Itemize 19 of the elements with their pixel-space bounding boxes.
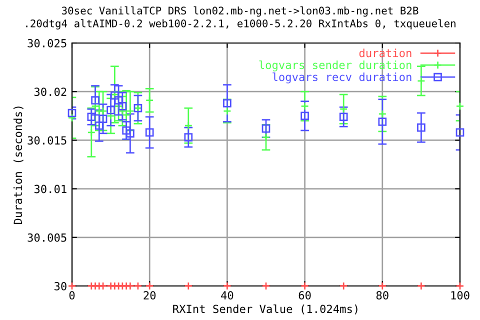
y-tick-label: 30.01 xyxy=(34,184,66,194)
legend-label: logvars sender duration xyxy=(259,60,412,72)
x-tick-label: 20 xyxy=(144,291,156,300)
legend-label: logvars recv duration xyxy=(272,72,412,84)
y-axis-title: Duration (seconds) xyxy=(13,106,24,224)
chart-subtitle: .20dtg4 altAIMD-0.2 web100-2.2.1, e1000-5.2.20 RxIntAbs 0, txqueuelen xyxy=(26,19,456,30)
x-tick-label: 0 xyxy=(69,291,75,300)
y-tick-label: 30.015 xyxy=(28,136,66,145)
y-tick-label: 30.02 xyxy=(34,88,66,96)
y-tick-label: 30.005 xyxy=(28,233,66,242)
y-tick-label: 30 xyxy=(54,282,66,290)
y-tick-label: 30.025 xyxy=(28,39,66,48)
x-tick-label: 100 xyxy=(451,291,470,300)
chart-title: 30sec VanillaTCP DRS lon02.mb-ng.net->lon03.mb-ng.net B2B xyxy=(62,6,418,17)
x-tick-label: 80 xyxy=(376,291,388,300)
x-axis-title: RXInt Sender Value (1.024ms) xyxy=(173,304,358,314)
legend-label: duration xyxy=(359,48,412,58)
x-tick-label: 60 xyxy=(298,291,311,300)
x-tick-label: 40 xyxy=(221,291,234,300)
